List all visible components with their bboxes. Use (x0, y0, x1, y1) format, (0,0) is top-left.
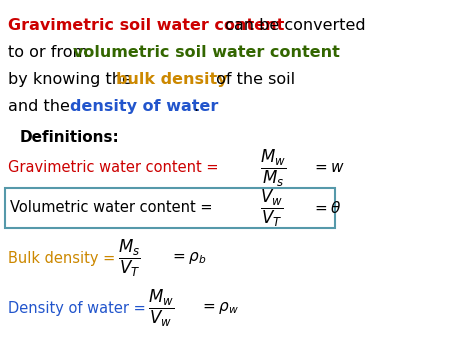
Text: density of water: density of water (70, 99, 219, 114)
Text: $\dfrac{M_s}{V_T}$: $\dfrac{M_s}{V_T}$ (118, 237, 141, 279)
Text: by knowing the: by knowing the (8, 72, 137, 87)
Text: Definitions:: Definitions: (20, 130, 120, 145)
Text: $= \rho_w$: $= \rho_w$ (200, 300, 239, 316)
Text: Gravimetric soil water content: Gravimetric soil water content (8, 18, 284, 33)
Text: Bulk density =: Bulk density = (8, 251, 120, 266)
Text: $\dfrac{V_w}{V_T}$: $\dfrac{V_w}{V_T}$ (260, 187, 283, 229)
Text: Gravimetric water content =: Gravimetric water content = (8, 160, 223, 175)
Text: .: . (193, 99, 198, 114)
Text: Density of water =: Density of water = (8, 300, 150, 316)
Text: $\dfrac{M_w}{M_s}$: $\dfrac{M_w}{M_s}$ (260, 147, 286, 189)
Text: $\dfrac{M_w}{V_w}$: $\dfrac{M_w}{V_w}$ (148, 288, 174, 329)
Text: Volumetric water content =: Volumetric water content = (10, 201, 217, 215)
Text: and the: and the (8, 99, 75, 114)
Text: to or from: to or from (8, 45, 93, 60)
Text: can be converted: can be converted (220, 18, 365, 33)
Text: $= \rho_b$: $= \rho_b$ (170, 250, 207, 266)
Bar (5, 188, 335, 228)
Text: bulk density: bulk density (116, 72, 228, 87)
Text: volumetric soil water content: volumetric soil water content (73, 45, 340, 60)
Text: $= w$: $= w$ (312, 160, 345, 175)
Text: of the soil: of the soil (211, 72, 295, 87)
Text: $= \theta$: $= \theta$ (312, 200, 342, 216)
